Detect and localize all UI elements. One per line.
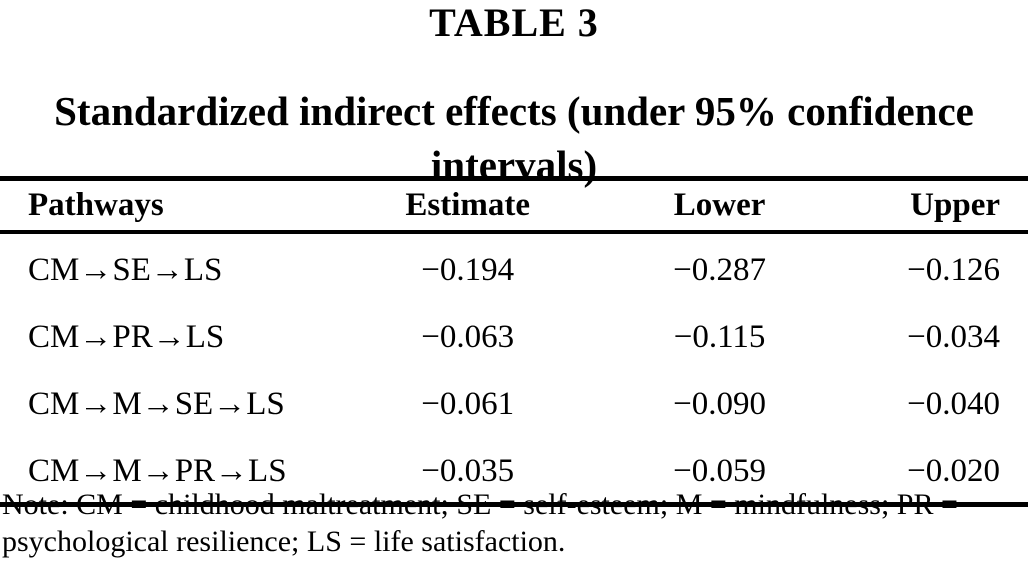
indirect-effects-table: Pathways Estimate Lower Upper CM→SE→LS −… — [0, 176, 1028, 507]
pathway-cell: CM→M→SE→LS — [28, 386, 285, 422]
estimate-cell: −0.035 — [421, 453, 515, 489]
table-title: Standardized indirect effects (under 95%… — [54, 88, 974, 188]
table-row: CM→M→PR→LS −0.035 −0.059 −0.020 — [0, 435, 1028, 505]
table-note: Note: CM = childhood maltreatment; SE = … — [2, 488, 958, 558]
upper-cell: −0.040 — [907, 386, 1000, 422]
column-header-upper: Upper — [842, 178, 1028, 234]
estimate-cell: −0.061 — [421, 386, 515, 422]
upper-cell: −0.020 — [907, 453, 1000, 489]
table-number-label: TABLE 3 — [429, 0, 599, 45]
lower-cell: −0.090 — [673, 386, 767, 422]
column-header-pathways: Pathways — [0, 178, 340, 234]
upper-cell: −0.034 — [907, 319, 1000, 355]
pathway-cell: CM→M→PR→LS — [28, 453, 287, 489]
column-header-estimate: Estimate — [339, 178, 597, 234]
pathway-cell: CM→SE→LS — [28, 252, 223, 288]
lower-cell: −0.115 — [673, 319, 766, 355]
upper-cell: −0.126 — [907, 252, 1000, 288]
estimate-cell: −0.194 — [421, 252, 515, 288]
column-header-lower: Lower — [596, 178, 843, 234]
lower-cell: −0.287 — [673, 252, 767, 288]
table-row: CM→PR→LS −0.063 −0.115 −0.034 — [0, 301, 1028, 368]
estimate-cell: −0.063 — [421, 319, 515, 355]
table-row: CM→M→SE→LS −0.061 −0.090 −0.040 — [0, 368, 1028, 435]
table-row: CM→SE→LS −0.194 −0.287 −0.126 — [0, 232, 1028, 301]
lower-cell: −0.059 — [673, 453, 767, 489]
pathway-cell: CM→PR→LS — [28, 319, 225, 355]
header-row: Pathways Estimate Lower Upper — [0, 178, 1028, 234]
